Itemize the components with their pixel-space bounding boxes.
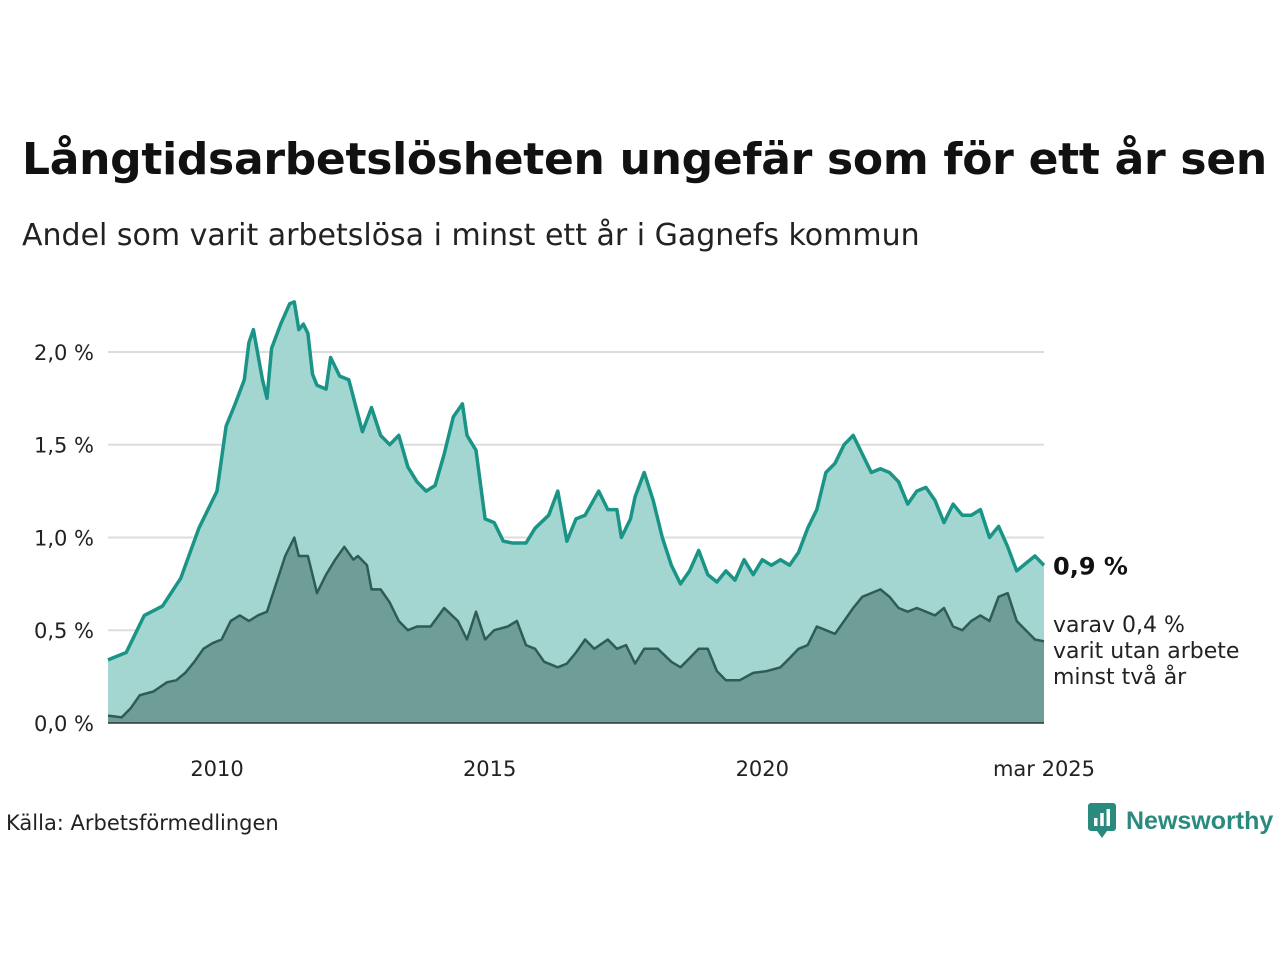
x-tick-label: mar 2025 [993, 757, 1095, 781]
x-axis-ticks: 2010 2015 2020 mar 2025 [190, 757, 1095, 781]
newsworthy-logo-icon [1088, 803, 1116, 839]
end-sub-line-3: minst två år [1053, 664, 1187, 690]
y-tick-label: 0,5 % [34, 619, 94, 643]
y-axis-ticks: 0,0 % 0,5 % 1,0 % 1,5 % 2,0 % [34, 341, 94, 736]
end-value-label: 0,9 % [1053, 552, 1128, 580]
y-tick-label: 2,0 % [34, 341, 94, 365]
y-tick-label: 1,0 % [34, 526, 94, 550]
brand-logo[interactable]: Newsworthy [1088, 803, 1273, 839]
source-note: Källa: Arbetsförmedlingen [6, 811, 279, 835]
series-areas [108, 302, 1044, 723]
x-tick-label: 2015 [463, 757, 516, 781]
y-tick-label: 0,0 % [34, 712, 94, 736]
y-tick-label: 1,5 % [34, 434, 94, 458]
end-sub-line-1: varav 0,4 % [1053, 613, 1185, 638]
end-sub-line-2: varit utan arbete [1053, 639, 1239, 664]
end-sub-label: varav 0,4 % varit utan arbete minst två … [1053, 613, 1246, 690]
x-tick-label: 2010 [190, 757, 243, 781]
brand-name: Newsworthy [1126, 807, 1273, 836]
x-tick-label: 2020 [736, 757, 789, 781]
